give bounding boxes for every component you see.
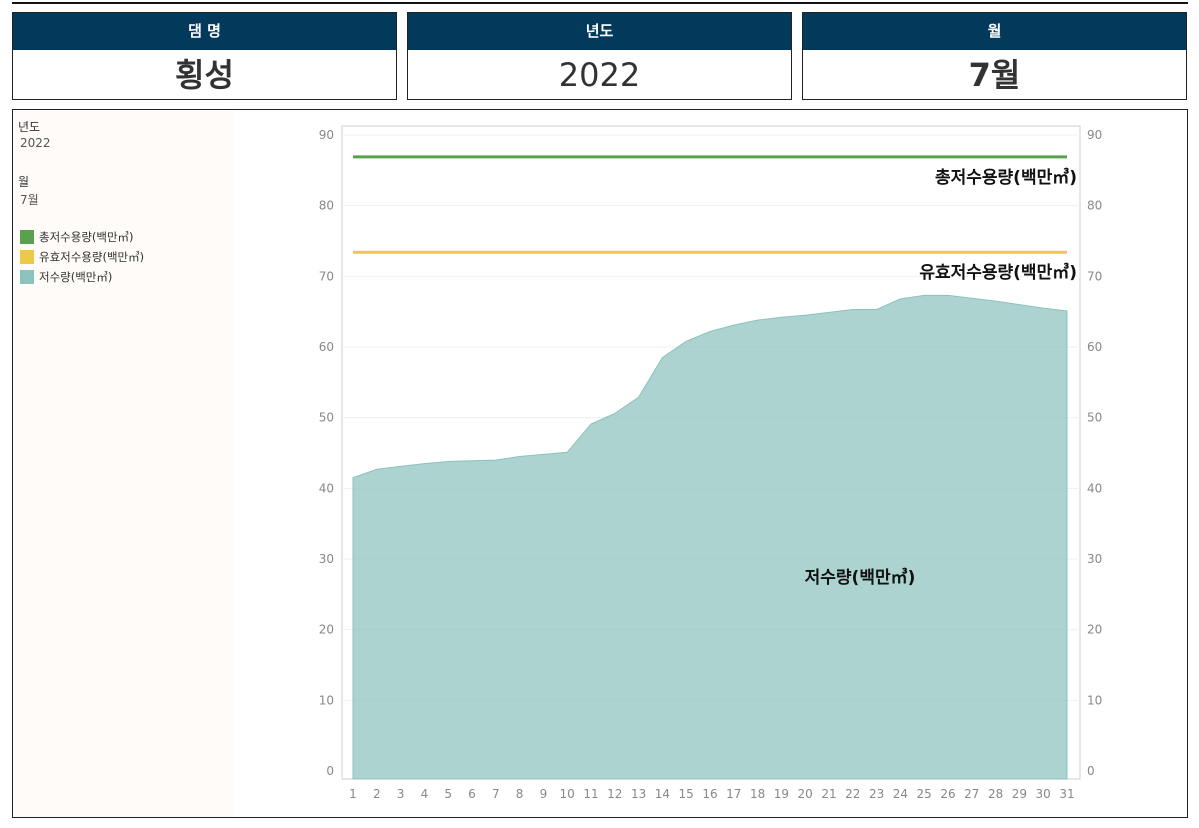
y-tick-left-0: 0 [326,764,334,778]
y-tick-right-0: 0 [1087,764,1095,778]
legend-swatch-effective-capacity [20,250,34,264]
legend-swatch-storage [20,270,34,284]
x-tick-16: 16 [702,787,717,801]
x-tick-24: 24 [893,787,908,801]
x-tick-19: 19 [774,787,789,801]
legend-label-storage: 저수량(백만㎥) [39,270,113,284]
y-tick-right-30: 30 [1087,552,1102,566]
x-tick-14: 14 [655,787,670,801]
series-area-storage [352,294,1068,780]
year-card: 년도 2022 [407,12,792,100]
x-tick-25: 25 [917,787,932,801]
month-label: 월 [803,13,1186,50]
x-tick-7: 7 [492,787,500,801]
month-filter-value[interactable]: 7월 [20,193,39,207]
x-tick-28: 28 [988,787,1003,801]
x-tick-6: 6 [468,787,476,801]
x-tick-21: 21 [821,787,836,801]
x-tick-11: 11 [583,787,598,801]
dam-name-label: 댐 명 [13,13,396,50]
x-tick-10: 10 [560,787,575,801]
legend-item-effective-capacity[interactable]: 유효저수용량(백만㎥) [20,249,144,265]
month-card: 월 7월 [802,12,1187,100]
y-tick-right-50: 50 [1087,411,1102,425]
dam-name-card: 댐 명 횡성 [12,12,397,100]
x-tick-5: 5 [444,787,452,801]
x-tick-27: 27 [964,787,979,801]
legend-swatch-total-capacity [20,230,34,244]
x-tick-23: 23 [869,787,884,801]
legend-label-total-capacity: 총저수용량(백만㎥) [39,230,134,244]
y-tick-right-60: 60 [1087,340,1102,354]
y-tick-left-50: 50 [319,411,334,425]
x-tick-1: 1 [349,787,357,801]
x-tick-4: 4 [421,787,429,801]
y-tick-right-90: 90 [1087,128,1102,142]
filter-sidebar: 년도 2022 월 7월 총저수용량(백만㎥) 유효저수용량(백만㎥) 저수량(… [13,110,234,817]
y-tick-left-20: 20 [319,623,334,637]
x-tick-15: 15 [679,787,694,801]
y-tick-right-40: 40 [1087,481,1102,495]
x-tick-30: 30 [1036,787,1051,801]
x-tick-3: 3 [397,787,405,801]
year-filter-value[interactable]: 2022 [20,136,51,150]
y-tick-right-80: 80 [1087,199,1102,213]
y-tick-left-30: 30 [319,552,334,566]
x-tick-22: 22 [845,787,860,801]
y-tick-left-80: 80 [319,199,334,213]
top-divider [12,2,1188,4]
y-tick-right-70: 70 [1087,269,1102,283]
year-value: 2022 [558,56,641,94]
dam-name-value: 횡성 [175,56,234,94]
label-effective-capacity: 유효저수용량(백만㎥) [919,262,1077,283]
month-value: 7월 [968,56,1021,94]
x-tick-18: 18 [750,787,765,801]
y-tick-right-10: 10 [1087,693,1102,707]
x-tick-20: 20 [798,787,813,801]
month-filter-label: 월 [18,175,30,189]
legend-label-effective-capacity: 유효저수용량(백만㎥) [39,250,145,264]
y-tick-left-40: 40 [319,481,334,495]
y-tick-left-10: 10 [319,693,334,707]
legend-item-total-capacity[interactable]: 총저수용량(백만㎥) [20,229,134,245]
x-tick-12: 12 [607,787,622,801]
y-tick-right-20: 20 [1087,623,1102,637]
x-tick-13: 13 [631,787,646,801]
y-tick-left-60: 60 [319,340,334,354]
x-tick-26: 26 [940,787,955,801]
label-total-capacity: 총저수용량(백만㎥) [935,167,1077,188]
y-tick-left-90: 90 [319,128,334,142]
legend-item-storage[interactable]: 저수량(백만㎥) [20,269,112,285]
x-tick-29: 29 [1012,787,1027,801]
year-filter-label: 년도 [18,120,41,134]
x-tick-31: 31 [1059,787,1074,801]
chart-panel: 년도 2022 월 7월 총저수용량(백만㎥) 유효저수용량(백만㎥) 저수량(… [12,109,1188,818]
x-tick-2: 2 [373,787,381,801]
x-tick-9: 9 [540,787,548,801]
year-label: 년도 [408,13,791,50]
y-tick-left-70: 70 [319,269,334,283]
x-tick-8: 8 [516,787,524,801]
x-tick-17: 17 [726,787,741,801]
label-storage: 저수량(백만㎥) [805,567,916,588]
